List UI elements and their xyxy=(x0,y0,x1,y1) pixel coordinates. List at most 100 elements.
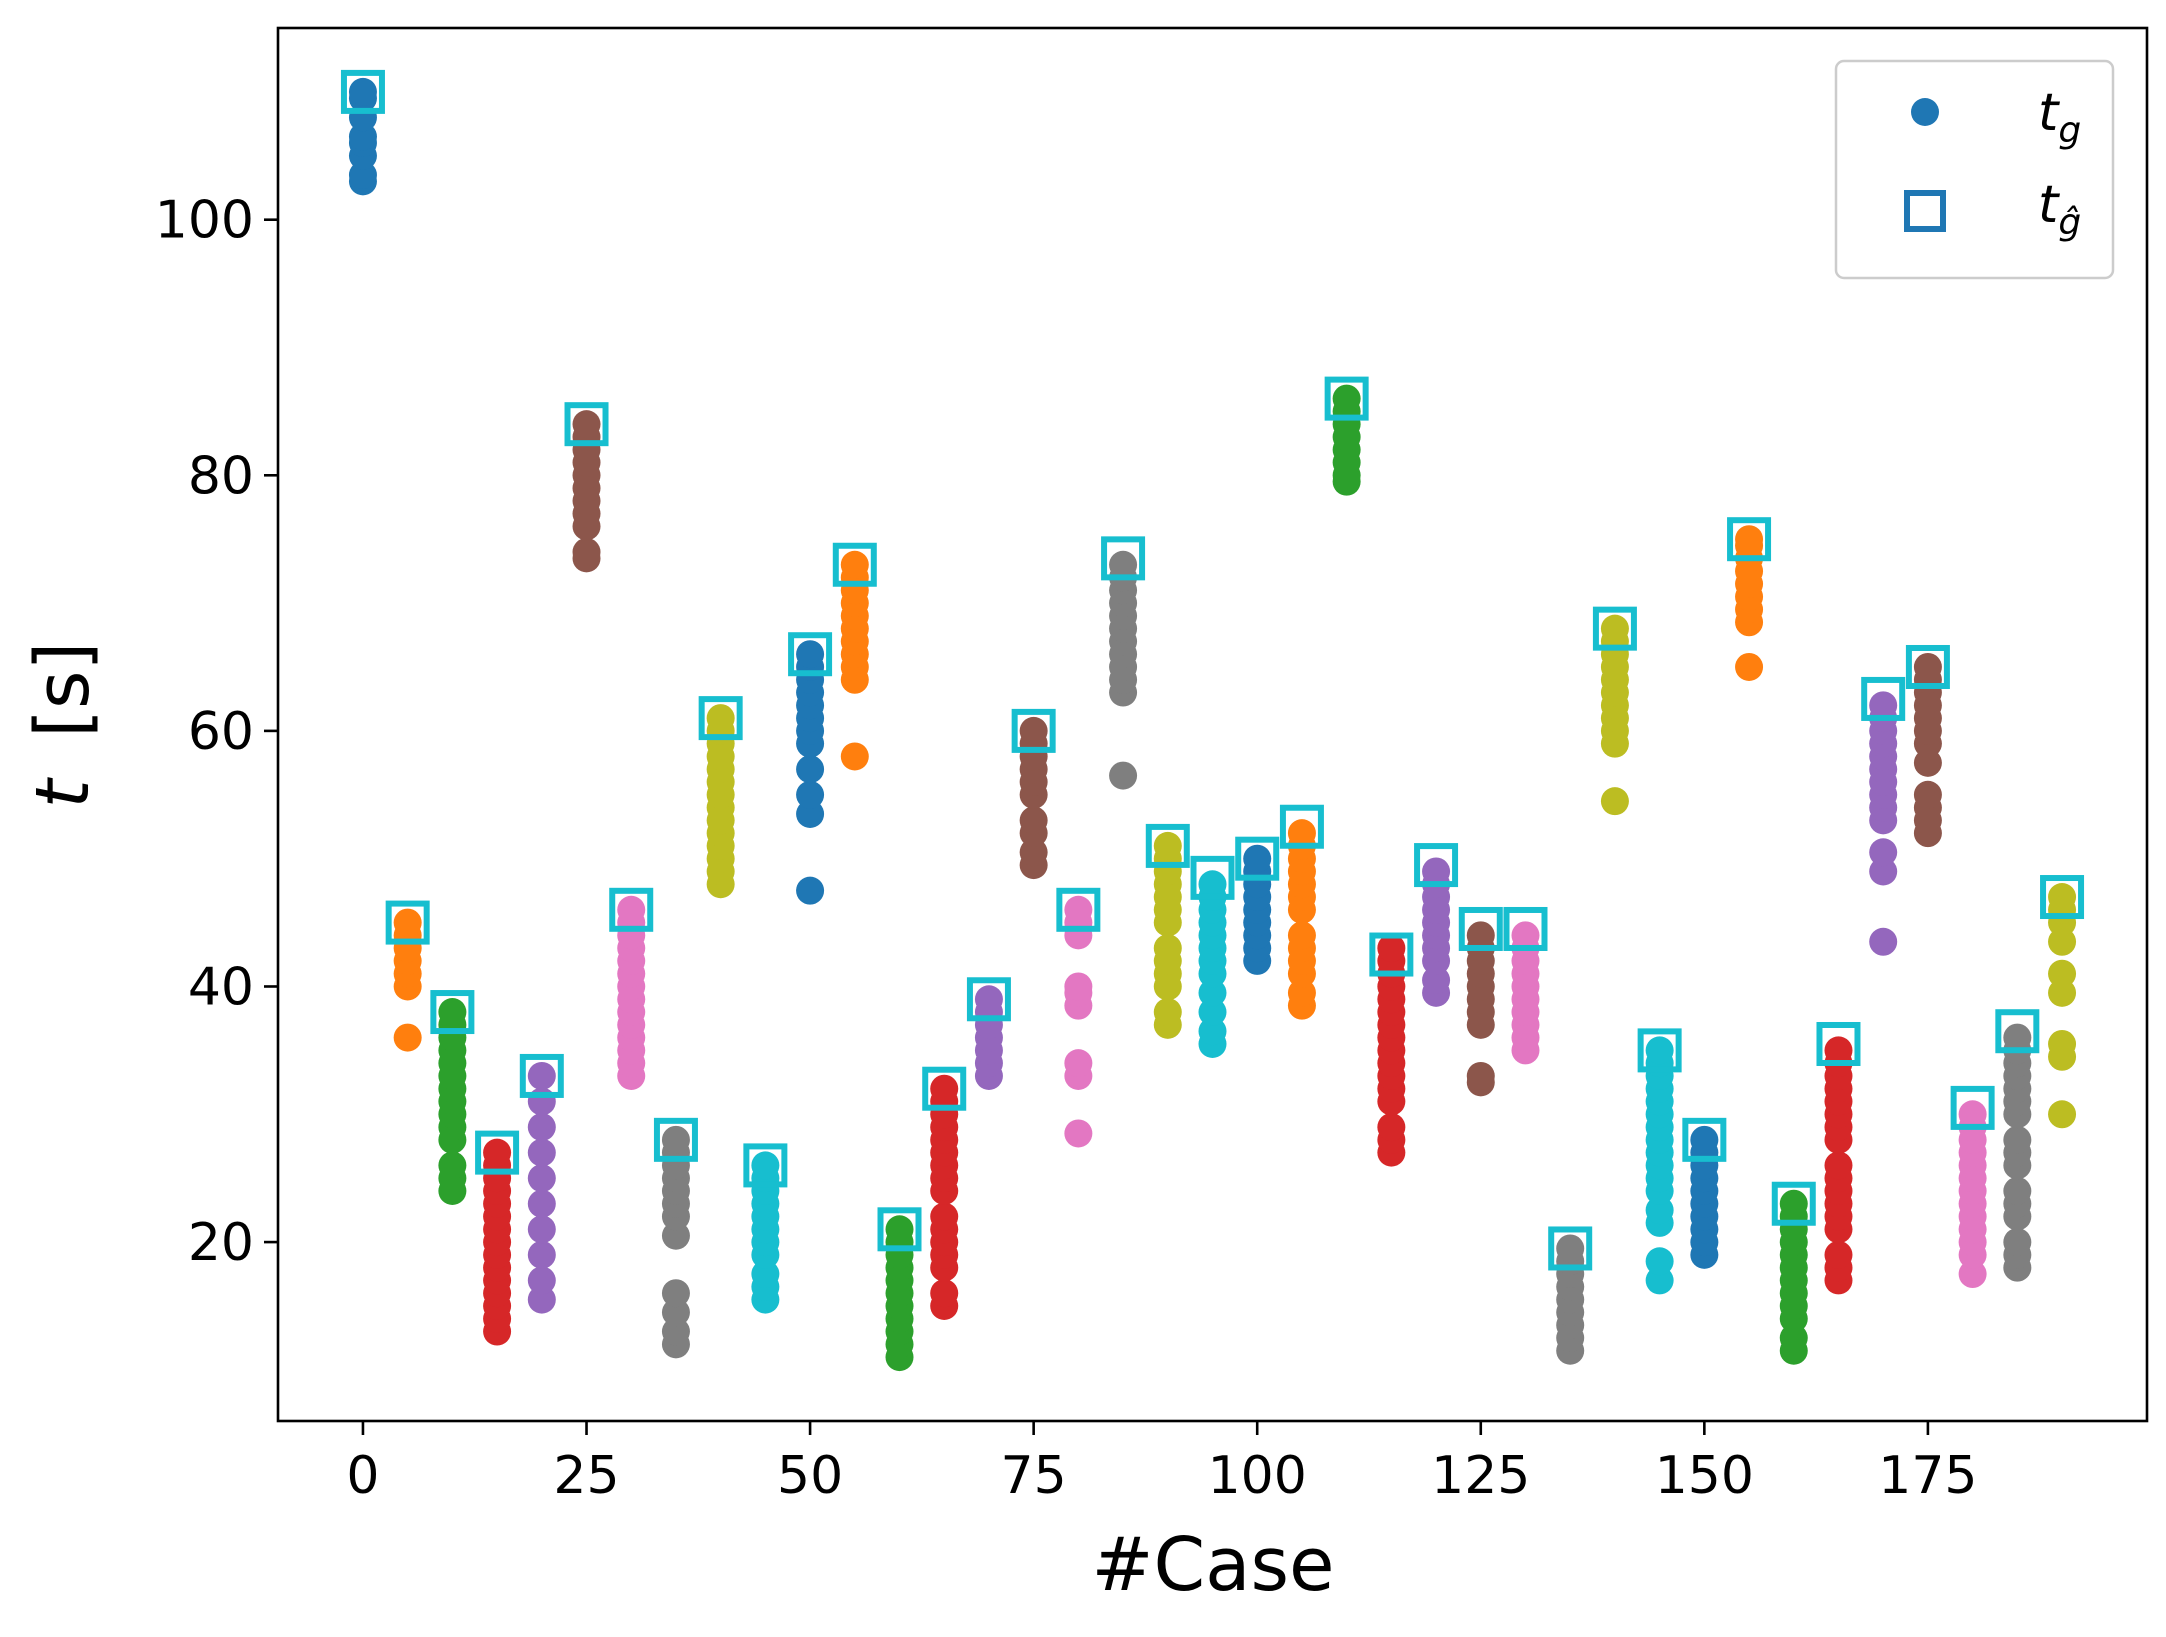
tg-point xyxy=(1198,978,1227,1007)
tg-point xyxy=(617,895,646,924)
tg-hat-square xyxy=(788,632,833,677)
tg-point xyxy=(1287,978,1316,1007)
tg-point xyxy=(1422,966,1451,995)
y-tick-label: 80 xyxy=(188,446,254,506)
tg-point xyxy=(438,1151,467,1180)
tg-point xyxy=(1869,857,1898,886)
tg-point xyxy=(1600,614,1629,643)
tg-hat-square xyxy=(743,1143,788,1188)
tg-point xyxy=(1422,857,1451,886)
tg-point xyxy=(1779,1189,1808,1218)
tg-point xyxy=(2048,959,2077,988)
tg-point xyxy=(1287,921,1316,950)
tg-point xyxy=(1064,1119,1093,1148)
tg-point xyxy=(348,77,377,106)
tg-hat-square xyxy=(1905,644,1950,689)
tg-hat-square xyxy=(475,1130,520,1175)
tg-point xyxy=(1153,934,1182,963)
tg-point xyxy=(527,1164,556,1193)
tg-hat-square xyxy=(1637,1028,1682,1073)
tg-point xyxy=(1064,972,1093,1001)
plot-frame xyxy=(276,26,2149,1423)
y-axis-label: t [s] xyxy=(20,642,106,809)
tg-hat-square xyxy=(1995,1009,2040,1054)
tg-point xyxy=(1064,895,1093,924)
tg-hat-square xyxy=(1190,855,1235,900)
tg-point xyxy=(483,1138,512,1167)
tg-point xyxy=(572,537,601,566)
legend-tg-label: tg xyxy=(2038,83,2081,151)
tg-point xyxy=(796,876,825,905)
tg-hat-square xyxy=(653,1117,698,1162)
legend-tg-hat-label: tĝ xyxy=(2038,175,2081,243)
tg-hat-square xyxy=(1279,804,1324,849)
tg-hat-square xyxy=(1011,708,1056,753)
tg-point xyxy=(527,1266,556,1295)
x-tick-label: 100 xyxy=(1208,1446,1307,1506)
tg-hat-square xyxy=(1056,887,1101,932)
tg-point xyxy=(796,780,825,809)
tg-point xyxy=(1735,652,1764,681)
tg-point xyxy=(348,160,377,189)
tg-point xyxy=(1913,748,1942,777)
tg-point xyxy=(661,1298,690,1327)
tg-point xyxy=(1913,780,1942,809)
tg-point xyxy=(751,1260,780,1289)
legend: tg tĝ xyxy=(1834,59,2115,280)
tg-point xyxy=(1869,691,1898,720)
y-tick-label: 20 xyxy=(188,1213,254,1273)
tg-point xyxy=(661,1279,690,1308)
tg-point xyxy=(1377,934,1406,963)
tg-point xyxy=(2003,1176,2032,1205)
tg-hat-square xyxy=(966,977,1011,1022)
tg-hat-square xyxy=(1771,1181,1816,1226)
tg-hat-square xyxy=(832,542,877,587)
tg-point xyxy=(1869,927,1898,956)
tg-hat-square xyxy=(1369,932,1414,977)
tg-point xyxy=(1690,1125,1719,1154)
tg-hat-square xyxy=(1816,1021,1861,1066)
tg-point xyxy=(796,799,825,828)
tg-point xyxy=(1198,1017,1227,1046)
tg-point xyxy=(1153,831,1182,860)
tg-point xyxy=(1645,1036,1674,1065)
tg-point xyxy=(1869,838,1898,867)
tg-point xyxy=(751,1151,780,1180)
y-axis-label-var: t xyxy=(20,776,106,808)
tg-point xyxy=(2048,978,2077,1007)
y-tick-label: 60 xyxy=(188,702,254,762)
tg-hat-square xyxy=(877,1207,922,1252)
tg-hat-square xyxy=(564,402,609,447)
tg-point xyxy=(1735,525,1764,554)
tg-point xyxy=(661,1221,690,1250)
tg-point xyxy=(1198,870,1227,899)
tg-hat-square xyxy=(1458,906,1503,951)
tg-point xyxy=(1556,1234,1585,1263)
tg-point xyxy=(527,1138,556,1167)
y-tick-label: 100 xyxy=(155,191,254,251)
tg-point xyxy=(1109,761,1138,790)
tg-hat-square xyxy=(2040,875,2085,920)
tg-point xyxy=(527,1240,556,1269)
x-tick-label: 175 xyxy=(1878,1446,1977,1506)
tg-hat-square xyxy=(1414,843,1459,888)
tg-point xyxy=(706,704,735,733)
tg-point xyxy=(1824,1240,1853,1269)
tg-hat-square xyxy=(1950,1085,1995,1130)
tg-point xyxy=(2003,1023,2032,1052)
tg-point xyxy=(1019,838,1048,867)
tg-point xyxy=(930,1074,959,1103)
tg-hat-square xyxy=(922,1066,967,1111)
tg-hat-square xyxy=(1235,836,1280,881)
tg-point xyxy=(796,640,825,669)
tg-point xyxy=(1109,550,1138,579)
tg-point xyxy=(2048,1100,2077,1129)
tg-point xyxy=(885,1215,914,1244)
legend-tg-marker xyxy=(1911,98,1939,126)
tg-point xyxy=(1958,1260,1987,1289)
tg-hat-square xyxy=(1682,1117,1727,1162)
tg-point xyxy=(2048,1029,2077,1058)
tg-hat-square xyxy=(698,696,743,741)
